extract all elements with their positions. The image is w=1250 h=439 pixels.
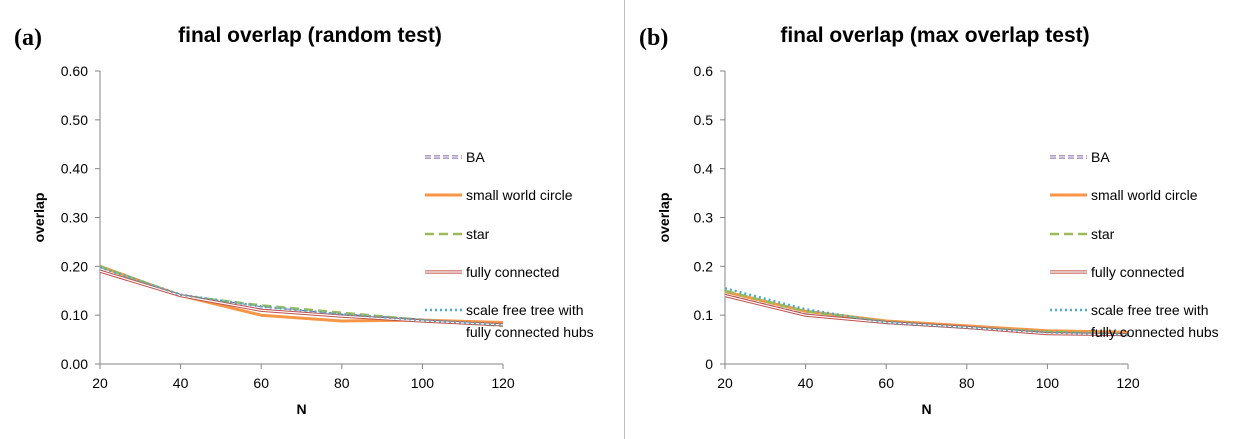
- chart-a-y-axis-label: overlap: [31, 193, 47, 243]
- chart-a-series-line-5: [99, 266, 504, 327]
- chart-b-series-line-3: [724, 289, 1129, 335]
- chart-b-x-axis-label: N: [921, 401, 931, 417]
- chart-a-y-tick-label: 0.30: [61, 210, 88, 226]
- chart-a-y-tick-label: 0.10: [61, 307, 88, 323]
- chart-panel-b: (b) final overlap (max overlap test) 0 0.1 0…: [625, 0, 1250, 439]
- chart-b-title: final overlap (max overlap test): [780, 24, 1089, 47]
- chart-a-plot-area: [99, 264, 504, 328]
- chart-b-legend-label-3: star: [1091, 226, 1115, 242]
- chart-b-y-tick-label: 0.6: [694, 63, 714, 79]
- chart-a-legend-label-3: star: [466, 226, 490, 242]
- chart-a-legend-label-4: fully connected: [466, 264, 559, 280]
- chart-a-x-tick-label: 60: [253, 375, 269, 391]
- chart-b-y-tick-label: 0: [705, 356, 713, 372]
- chart-a-x-tick-label: 100: [411, 375, 435, 391]
- chart-b-legend-label-1: BA: [1091, 149, 1110, 165]
- chart-a-legend-label-2: small world circle: [466, 187, 573, 203]
- chart-b-y-tick-label: 0.2: [694, 258, 714, 274]
- chart-a-series-line-1-outer: [99, 267, 504, 327]
- chart-b-series-line-1-inner: [724, 292, 1129, 335]
- chart-b-x-tick-label: 40: [798, 375, 814, 391]
- chart-a-y-tick-label: 0.60: [61, 63, 88, 79]
- chart-b-legend-label-4: fully connected: [1091, 264, 1184, 280]
- chart-b-y-tick-label: 0.1: [694, 307, 714, 323]
- chart-b-svg: (b) final overlap (max overlap test) 0 0.1 0…: [639, 24, 1219, 417]
- chart-b-series-line-4-inner: [724, 295, 1129, 336]
- chart-b-x-tick-label: 100: [1036, 375, 1060, 391]
- chart-a-legend-label-5: scale free tree with: [466, 302, 584, 318]
- chart-a-legend-label-1: BA: [466, 149, 485, 165]
- chart-b-legend-label-5: fully connected hubs: [1091, 324, 1219, 340]
- chart-b-series-line-1-outer: [724, 291, 1129, 336]
- chart-a-panel-label: (a): [14, 25, 42, 51]
- chart-b-legend: BA small world circle star fully connected s…: [1050, 149, 1219, 340]
- chart-a-legend: BA small world circle star fully connected s…: [425, 149, 594, 340]
- chart-b-x-tick-label: 120: [1116, 375, 1140, 391]
- chart-b-panel-label: (b): [639, 25, 668, 51]
- chart-a-y-tick-label: 0.00: [61, 356, 88, 372]
- chart-a-y-tick-label: 0.40: [61, 161, 88, 177]
- chart-b-series-line-4-outer: [724, 294, 1129, 337]
- chart-a-x-axis-label: N: [296, 401, 306, 417]
- chart-a-legend-label-5: fully connected hubs: [466, 324, 594, 340]
- chart-a-y-tick-label: 0.20: [61, 258, 88, 274]
- chart-b-series-line-5: [724, 287, 1129, 336]
- chart-panel-a: (a) final overlap (random test) 0.00 0.10 0.…: [14, 0, 625, 439]
- chart-b-y-tick-label: 0.5: [694, 112, 714, 128]
- chart-b-y-axis-label: overlap: [656, 193, 672, 243]
- chart-b-legend-label-5: scale free tree with: [1091, 302, 1209, 318]
- chart-b-legend-label-2: small world circle: [1091, 187, 1198, 203]
- chart-a-x-tick-label: 20: [92, 375, 108, 391]
- chart-a-series-line-1-inner: [99, 268, 504, 326]
- chart-b-y-tick-label: 0.3: [694, 210, 714, 226]
- chart-b-plot-area: [724, 287, 1129, 337]
- chart-b-x-tick-label: 60: [878, 375, 894, 391]
- chart-a-svg: (a) final overlap (random test) 0.00 0.10 0.…: [14, 24, 594, 417]
- chart-b-x-tick-label: 80: [959, 375, 975, 391]
- chart-b-x-tick-label: 20: [717, 375, 733, 391]
- chart-b-y-tick-label: 0.4: [694, 161, 714, 177]
- chart-a-title: final overlap (random test): [178, 24, 442, 47]
- chart-a-x-tick-label: 80: [334, 375, 350, 391]
- chart-a-x-tick-label: 120: [491, 375, 515, 391]
- chart-a-y-tick-label: 0.50: [61, 112, 88, 128]
- chart-a-x-tick-label: 40: [173, 375, 189, 391]
